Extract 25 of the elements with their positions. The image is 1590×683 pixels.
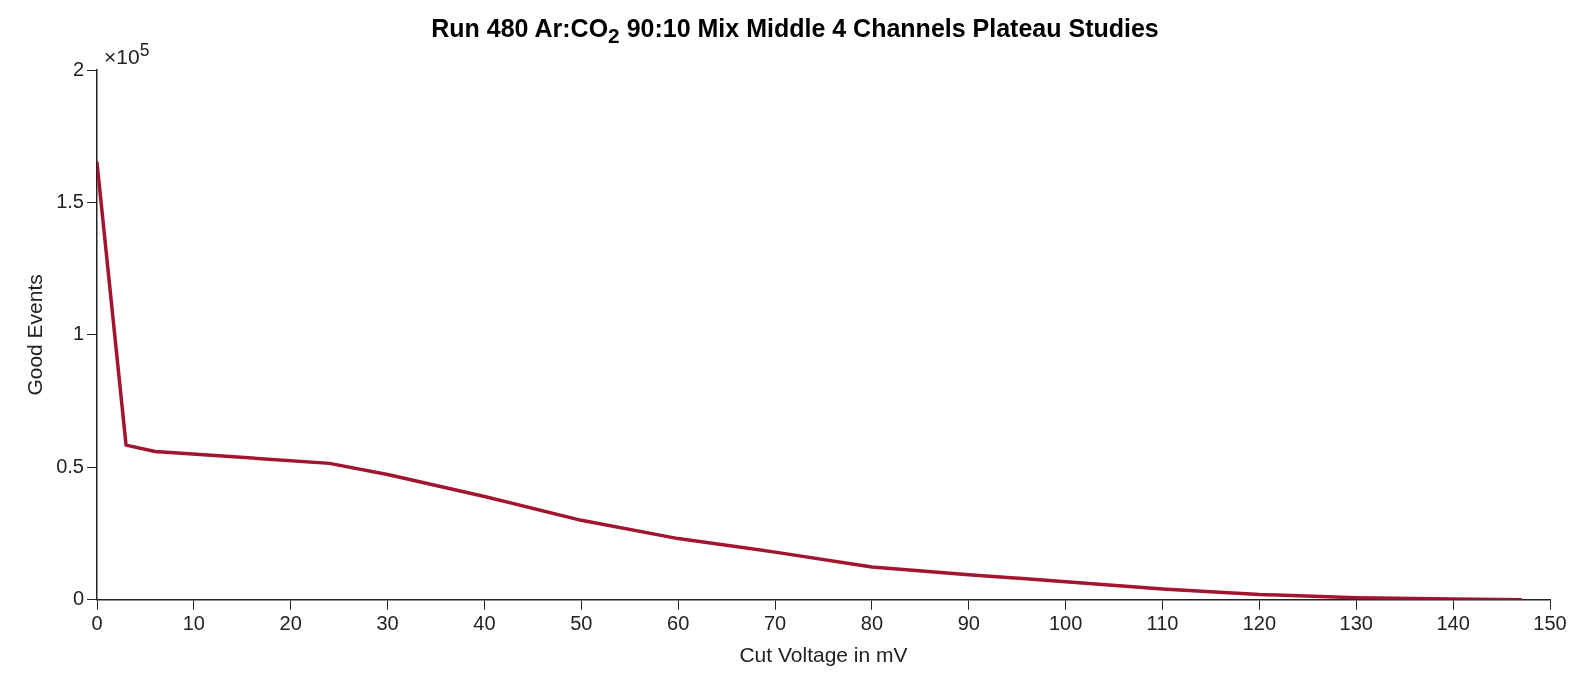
x-tick-label: 90: [957, 612, 980, 635]
x-tick-label: 130: [1339, 612, 1373, 635]
x-tick-label: 100: [1048, 612, 1083, 635]
x-axis-title: Cut Voltage in mV: [739, 643, 908, 667]
x-tick-label: 150: [1533, 612, 1567, 635]
x-tick-label: 110: [1146, 612, 1179, 635]
x-tick-label: 0: [91, 612, 103, 635]
chart-title: Run 480 Ar:CO$_{2}$ 90:10 Mix Middle 4 Channels Plateau Studies: [431, 14, 1159, 47]
x-tick-label: 120: [1242, 612, 1277, 635]
y-tick-label: 2: [72, 57, 84, 80]
x-tick-label: 30: [376, 612, 399, 635]
x-tick-label: 40: [473, 612, 496, 635]
x-tick-label: 10: [182, 612, 205, 635]
y-tick-label: 0: [72, 587, 84, 610]
x-tick-label: 140: [1436, 612, 1470, 635]
y-tick-label: 0.5: [56, 454, 84, 477]
y-tick-label: 1.5: [56, 189, 84, 212]
x-tick-label: 60: [667, 612, 690, 635]
text: ×10$^{5}$: [104, 40, 150, 69]
y-axis-title: Good Events: [23, 274, 47, 396]
y-tick-label: 1: [72, 322, 84, 345]
x-tick-label: 20: [279, 612, 302, 635]
x-tick-label: 80: [860, 612, 884, 635]
x-tick-label: 50: [570, 612, 593, 635]
x-tick-label: 70: [763, 612, 787, 635]
